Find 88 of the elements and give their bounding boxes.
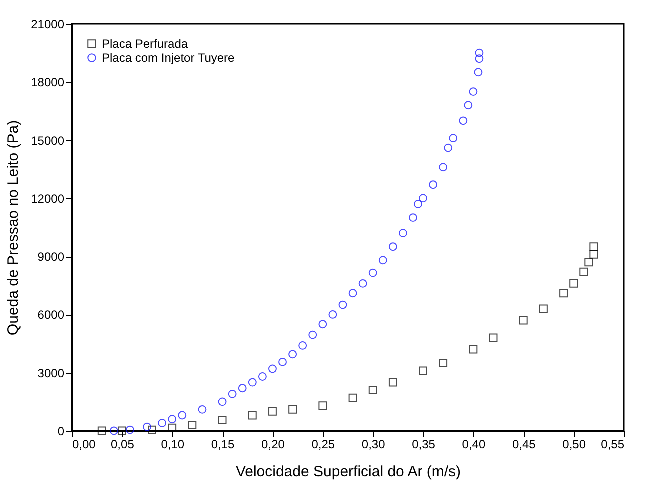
y-tick-label: 21000: [31, 18, 65, 32]
y-tick-label: 6000: [38, 308, 65, 322]
point: [248, 378, 257, 387]
point: [126, 426, 134, 434]
point: [318, 320, 328, 329]
point: [228, 390, 237, 398]
x-tick-label: 0,00: [72, 438, 96, 452]
point: [288, 405, 298, 414]
point: [409, 214, 418, 222]
x-tick-label: 0,15: [211, 438, 236, 452]
x-axis-title: Velocidade Superficial do Ar (m/s): [236, 464, 462, 480]
point: [368, 386, 378, 395]
point: [178, 411, 187, 420]
point: [398, 229, 408, 238]
point: [338, 300, 348, 310]
point: [439, 358, 448, 368]
point: [328, 310, 338, 319]
point: [238, 384, 247, 393]
point: [143, 422, 152, 432]
point: [148, 426, 156, 434]
legend-label: Placa com Injetor Tuyere: [102, 51, 236, 65]
point: [590, 250, 598, 259]
y-axis-title: Queda de Pressao no Leito (Pa): [5, 120, 22, 336]
point: [248, 411, 257, 420]
point: [378, 256, 388, 265]
point: [419, 366, 428, 376]
x-tick-label: 0,35: [412, 438, 436, 452]
point: [368, 268, 378, 278]
point: [110, 426, 118, 436]
point: [298, 342, 308, 350]
point: [475, 54, 484, 64]
point: [475, 48, 484, 58]
x-tick-label: 0,45: [512, 438, 536, 452]
point: [570, 279, 578, 288]
point: [469, 345, 478, 354]
point: [449, 134, 458, 143]
point: [168, 415, 177, 424]
x-tick-label: 0,10: [161, 438, 185, 452]
point: [489, 334, 498, 342]
y-tick-label: 0: [58, 424, 65, 438]
point: [318, 402, 328, 410]
point: [158, 419, 167, 428]
point: [268, 407, 277, 416]
point: [540, 304, 548, 314]
point: [590, 242, 598, 252]
point: [118, 426, 126, 436]
point: [429, 180, 438, 190]
y-tick-label: 15000: [31, 134, 65, 148]
point: [474, 68, 483, 77]
x-tick-label: 0,25: [312, 438, 336, 452]
point: [218, 398, 227, 406]
x-tick-label: 0,05: [111, 438, 135, 452]
y-tick-label: 3000: [38, 366, 65, 380]
point: [444, 144, 453, 152]
y-tick-label: 18000: [31, 76, 65, 90]
point: [464, 101, 473, 110]
point: [560, 289, 568, 298]
point: [519, 316, 528, 325]
x-tick-label: 0,30: [362, 438, 386, 452]
point: [439, 163, 448, 172]
x-tick-label: 0,40: [462, 438, 486, 452]
point: [580, 268, 588, 276]
legend-label: Placa Perfurada: [102, 37, 188, 51]
point: [288, 350, 298, 359]
point: [198, 405, 207, 414]
point: [308, 330, 318, 340]
y-tick-label: 9000: [38, 250, 65, 264]
x-tick-label: 0,20: [262, 438, 286, 452]
point: [168, 424, 177, 432]
point: [98, 426, 106, 436]
point: [358, 280, 368, 288]
point: [218, 416, 227, 425]
point: [268, 364, 277, 374]
point: [388, 378, 398, 387]
point: [459, 116, 468, 126]
point: [469, 88, 478, 96]
y-tick-label: 12000: [31, 192, 65, 206]
point: [414, 200, 422, 208]
x-tick-label: 0,50: [562, 438, 586, 452]
point: [348, 289, 358, 298]
point: [388, 242, 398, 252]
point: [188, 420, 197, 430]
point: [419, 194, 428, 203]
point: [278, 358, 287, 366]
x-tick-label: 0,55: [601, 438, 625, 452]
point: [258, 372, 267, 381]
point: [584, 258, 594, 267]
point: [348, 394, 358, 402]
